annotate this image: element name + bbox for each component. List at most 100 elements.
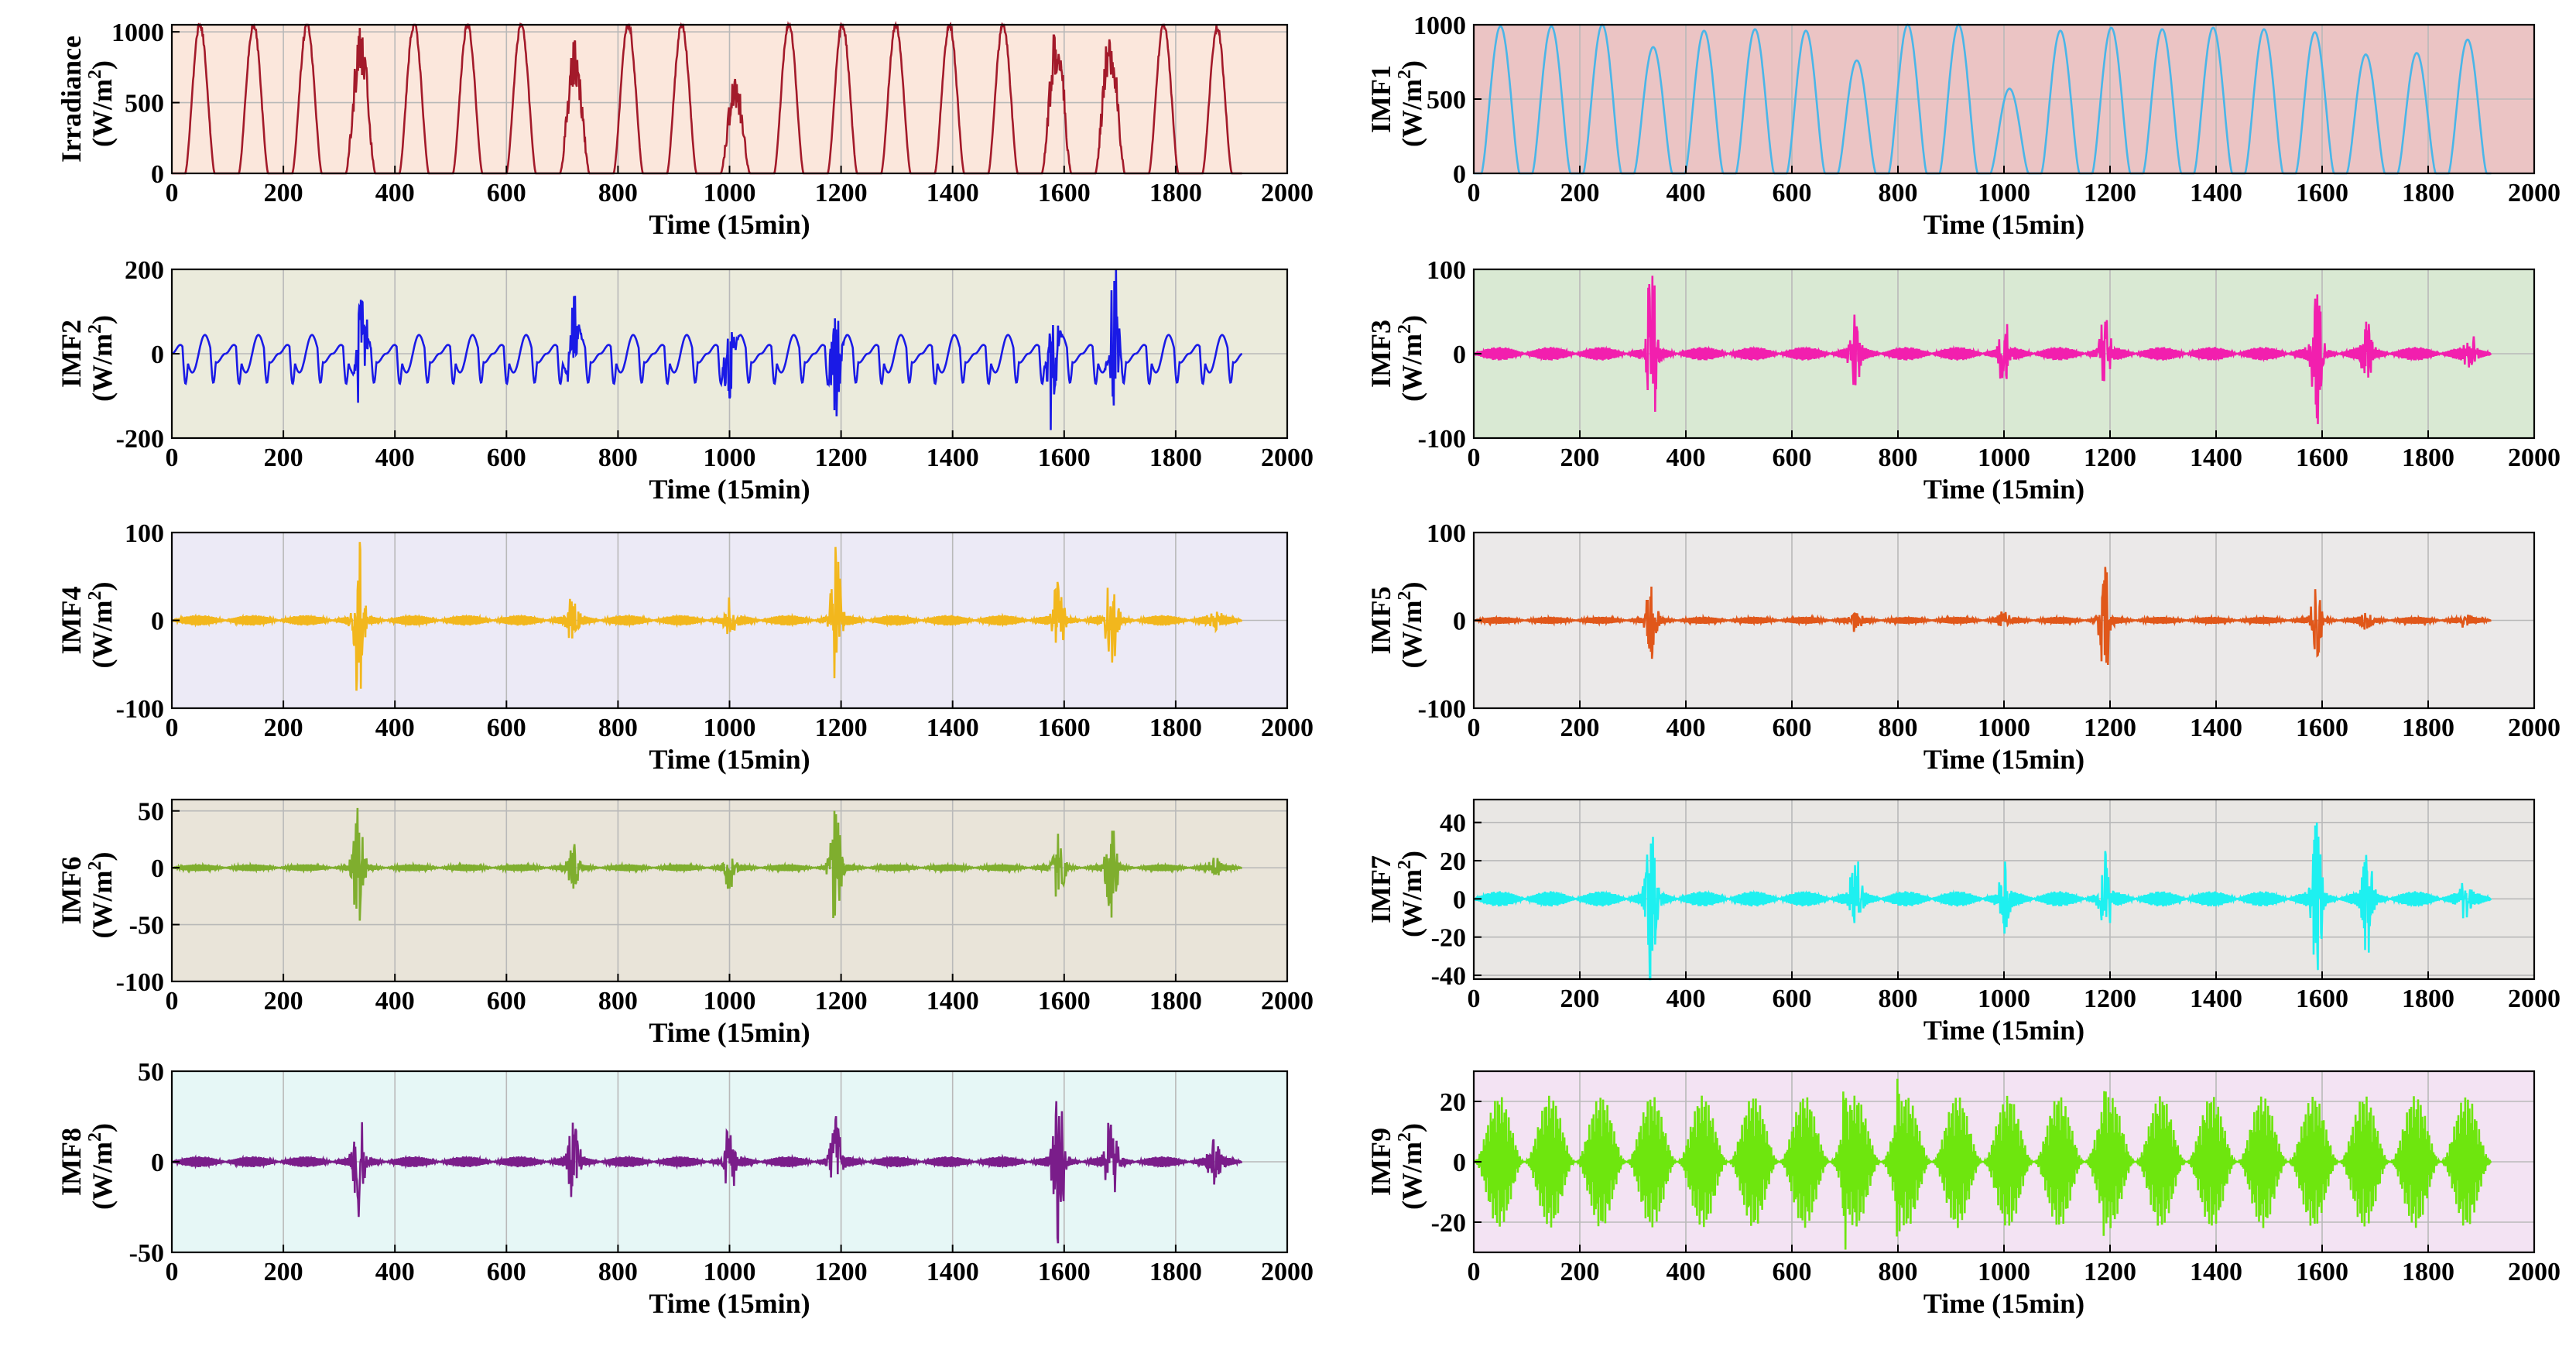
y-tick-label: 100 bbox=[125, 519, 164, 548]
x-axis-label: Time (15min) bbox=[649, 1017, 810, 1048]
x-tick-label: 1800 bbox=[1149, 1258, 1202, 1286]
x-tick-label: 800 bbox=[598, 987, 638, 1015]
y-tick-label: -200 bbox=[116, 425, 164, 454]
series-line-imf5 bbox=[1473, 567, 2492, 666]
y-axis-label-superscript: 2 bbox=[85, 70, 105, 79]
x-axis-label: Time (15min) bbox=[649, 209, 810, 240]
x-tick-label: 1600 bbox=[2296, 985, 2348, 1013]
series-line-imf2 bbox=[171, 269, 1243, 430]
x-tick-label: 1800 bbox=[2402, 179, 2454, 207]
x-tick-label: 600 bbox=[487, 714, 526, 742]
x-tick-label: 1400 bbox=[2190, 444, 2242, 472]
x-tick-label: 1600 bbox=[2296, 714, 2348, 742]
x-tick-label: 600 bbox=[487, 987, 526, 1015]
y-axis-label: IMF8(W/m2) bbox=[56, 1123, 118, 1210]
y-tick-label: -20 bbox=[1431, 924, 1466, 953]
y-axis-label-name: IMF8 bbox=[56, 1128, 87, 1196]
x-tick-label: 200 bbox=[264, 444, 303, 472]
x-tick-label: 1000 bbox=[704, 179, 756, 207]
y-axis-label: IMF6(W/m2) bbox=[56, 852, 118, 939]
x-tick-label: 2000 bbox=[1261, 444, 1314, 472]
x-tick-label: 1400 bbox=[2190, 985, 2242, 1013]
x-tick-label: 1600 bbox=[1038, 714, 1091, 742]
y-tick-label: 50 bbox=[138, 798, 164, 827]
x-tick-label: 1000 bbox=[704, 714, 756, 742]
x-tick-label: 200 bbox=[264, 987, 303, 1015]
y-axis-label-unit: (W/m bbox=[1396, 1142, 1427, 1210]
y-tick-label: 500 bbox=[125, 90, 164, 118]
panel-imf2: 0 200 400 600 800 1000 1200 1400 1600 1800 2000-20… bbox=[56, 256, 1314, 505]
y-tick-label: 0 bbox=[151, 608, 164, 636]
x-tick-label: 1800 bbox=[2402, 714, 2454, 742]
x-tick-label: 2000 bbox=[1261, 714, 1314, 742]
x-tick-label: 1600 bbox=[1038, 1258, 1091, 1286]
x-tick-label: 200 bbox=[1560, 179, 1600, 207]
x-tick-label: 400 bbox=[1667, 1258, 1706, 1286]
x-tick-label: 0 bbox=[166, 1258, 179, 1286]
y-axis-label-name: IMF6 bbox=[56, 857, 87, 925]
x-axis-label: Time (15min) bbox=[649, 1288, 810, 1319]
series-line-imf8 bbox=[171, 1101, 1243, 1244]
series-line-imf4 bbox=[171, 542, 1243, 691]
x-tick-label: 600 bbox=[1773, 1258, 1812, 1286]
x-tick-label: 600 bbox=[487, 1258, 526, 1286]
y-tick-label: -100 bbox=[116, 695, 164, 724]
x-tick-label: 0 bbox=[1468, 1258, 1481, 1286]
y-axis-label-unit: (W/m bbox=[87, 79, 118, 147]
panel-imf8: 0 200 400 600 800 1000 1200 1400 1600 1800 2000 -50… bbox=[56, 1058, 1314, 1319]
x-tick-label: 400 bbox=[375, 714, 415, 742]
y-axis-label-name: IMF5 bbox=[1365, 587, 1396, 655]
y-tick-label: 500 bbox=[1427, 86, 1466, 115]
x-tick-label: 1200 bbox=[2084, 444, 2136, 472]
y-axis-label-name: IMF9 bbox=[1365, 1128, 1396, 1196]
x-tick-label: 1200 bbox=[2084, 179, 2136, 207]
x-axis-label: Time (15min) bbox=[1923, 744, 2084, 775]
y-axis-label-unit: (W/m bbox=[87, 871, 118, 939]
y-axis-label-close: ) bbox=[87, 1123, 118, 1132]
x-tick-label: 800 bbox=[598, 444, 638, 472]
y-axis-label-close: ) bbox=[87, 315, 118, 324]
y-tick-label: 0 bbox=[1453, 608, 1466, 636]
x-tick-label: 1200 bbox=[815, 179, 868, 207]
x-tick-label: 600 bbox=[1773, 714, 1812, 742]
panel-imf7: 0 200 400 600 800 1000 1200 1400 1600 1800 2000-40… bbox=[1365, 798, 2561, 1046]
x-tick-label: 1000 bbox=[1978, 714, 2030, 742]
y-axis-label-close: ) bbox=[1396, 1123, 1427, 1132]
panel-imf1: 0 200 400 600 800 1000 1200 1400 1600 1800 2000 0 50… bbox=[1365, 12, 2561, 240]
x-tick-label: 1600 bbox=[2296, 1258, 2348, 1286]
x-tick-label: 1200 bbox=[815, 714, 868, 742]
x-tick-label: 2000 bbox=[1261, 987, 1314, 1015]
x-tick-label: 0 bbox=[166, 444, 179, 472]
y-axis-label-superscript: 2 bbox=[85, 591, 105, 601]
series-line-imf3 bbox=[1473, 276, 2492, 424]
x-tick-label: 0 bbox=[166, 714, 179, 742]
panel-imf5: 0 200 400 600 800 1000 1200 1400 1600 1800 2000-10… bbox=[1365, 519, 2561, 775]
x-axis-label: Time (15min) bbox=[649, 474, 810, 505]
x-tick-label: 1400 bbox=[927, 714, 979, 742]
x-tick-label: 400 bbox=[375, 179, 415, 207]
y-tick-label: 20 bbox=[1440, 848, 1466, 876]
x-tick-label: 1400 bbox=[927, 987, 979, 1015]
x-tick-label: 1200 bbox=[2084, 985, 2136, 1013]
y-axis-label-unit: (W/m bbox=[87, 601, 118, 669]
x-tick-label: 200 bbox=[1560, 1258, 1600, 1286]
x-tick-label: 2000 bbox=[2508, 1258, 2561, 1286]
x-tick-label: 1800 bbox=[1149, 444, 1202, 472]
y-axis-label-unit: (W/m bbox=[87, 1142, 118, 1210]
x-axis-label: Time (15min) bbox=[649, 744, 810, 775]
y-axis-label-close: ) bbox=[1396, 315, 1427, 324]
x-tick-label: 800 bbox=[598, 714, 638, 742]
x-tick-label: 2000 bbox=[2508, 179, 2561, 207]
x-tick-label: 800 bbox=[598, 1258, 638, 1286]
y-axis-label: IMF5(W/m2) bbox=[1365, 582, 1427, 669]
x-axis-label: Time (15min) bbox=[1923, 1015, 2084, 1046]
x-tick-label: 1200 bbox=[815, 444, 868, 472]
x-tick-label: 0 bbox=[166, 179, 179, 207]
series-line-imf9 bbox=[1473, 1078, 2492, 1250]
y-tick-label: -100 bbox=[1418, 425, 1466, 454]
y-axis-label: IMF7(W/m2) bbox=[1365, 851, 1427, 937]
x-tick-label: 1000 bbox=[704, 444, 756, 472]
x-tick-label: 600 bbox=[487, 179, 526, 207]
x-tick-label: 600 bbox=[1773, 179, 1812, 207]
